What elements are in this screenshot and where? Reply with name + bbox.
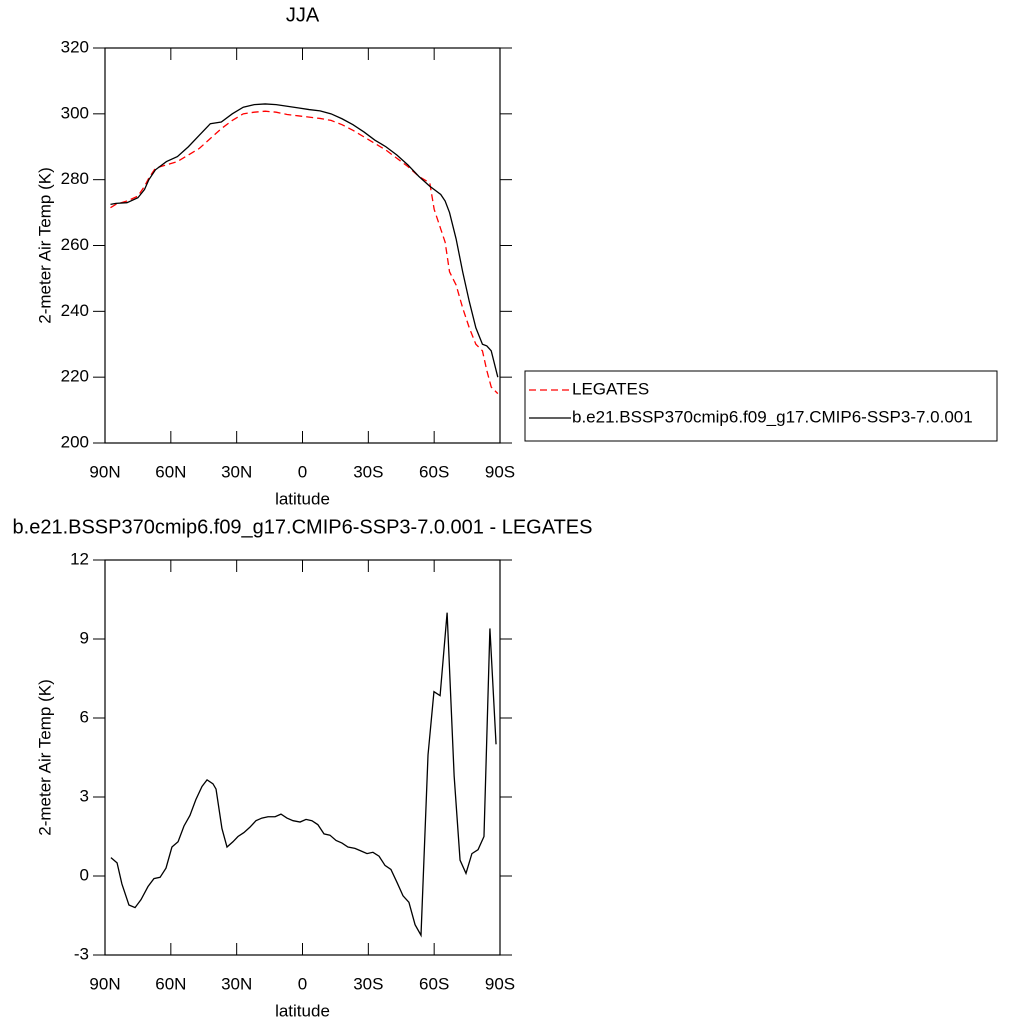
y-tick-label: 260 [61, 235, 89, 254]
y-tick-label: 320 [61, 37, 89, 56]
x-axis-label: latitude [275, 489, 330, 508]
data-line [110, 103, 499, 378]
x-tick-label: 60S [419, 974, 449, 993]
x-tick-label: 60S [419, 462, 449, 481]
data-line [110, 612, 497, 938]
chart-title: b.e21.BSSP370cmip6.f09_g17.CMIP6-SSP3-7.… [13, 516, 593, 538]
x-tick-label: 90N [89, 974, 120, 993]
legend-label: LEGATES [572, 379, 649, 398]
plot-frame [104, 47, 501, 444]
x-tick-label: 30S [353, 462, 383, 481]
x-tick-label: 0 [298, 462, 307, 481]
plot-frame [104, 559, 501, 956]
y-tick-label: 6 [80, 707, 89, 726]
x-tick-label: 30N [221, 462, 252, 481]
x-tick-label: 60N [155, 462, 186, 481]
x-axis-label: latitude [275, 1001, 330, 1020]
y-tick-label: 12 [70, 549, 89, 568]
x-tick-label: 30S [353, 974, 383, 993]
y-axis-label: 2-meter Air Temp (K) [35, 679, 54, 836]
y-tick-label: 280 [61, 169, 89, 188]
y-tick-label: -3 [74, 944, 89, 963]
data-line [110, 110, 499, 395]
x-tick-label: 0 [298, 974, 307, 993]
x-tick-label: 90S [485, 974, 515, 993]
y-tick-label: 220 [61, 367, 89, 386]
legend-box [524, 370, 998, 442]
y-tick-label: 300 [61, 103, 89, 122]
x-tick-label: 90N [89, 462, 120, 481]
chart-title: JJA [286, 4, 320, 26]
y-tick-label: 240 [61, 301, 89, 320]
y-tick-label: 0 [80, 865, 89, 884]
x-tick-label: 60N [155, 974, 186, 993]
x-tick-label: 30N [221, 974, 252, 993]
legend-label: b.e21.BSSP370cmip6.f09_g17.CMIP6-SSP3-7.… [572, 407, 973, 426]
y-tick-label: 200 [61, 432, 89, 451]
y-tick-label: 9 [80, 628, 89, 647]
y-tick-label: 3 [80, 786, 89, 805]
y-axis-label: 2-meter Air Temp (K) [35, 167, 54, 324]
x-tick-label: 90S [485, 462, 515, 481]
